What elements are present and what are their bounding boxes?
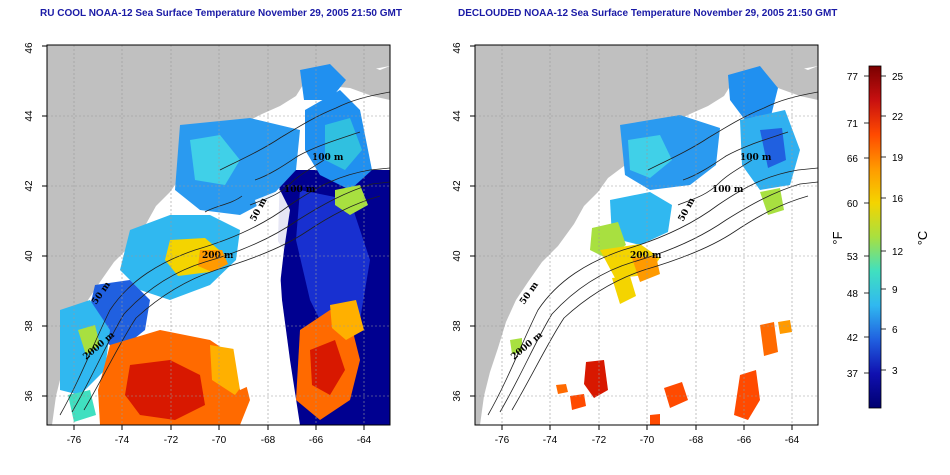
- colorbar: 77 71 66 60 53 48 42 37 25 22 19 16 12 9…: [830, 65, 930, 409]
- axis-ticks: [42, 45, 365, 430]
- fahrenheit-tick-label: 37: [847, 369, 859, 380]
- x-tick-label: -68: [261, 435, 276, 446]
- x-tick-label: -64: [357, 435, 372, 446]
- graticule: [475, 45, 818, 425]
- y-tick-label: 36: [24, 390, 35, 402]
- x-tick-label: -66: [737, 435, 752, 446]
- celsius-tick-label: 25: [892, 72, 904, 83]
- right-sst-map: 100 m 100 m 50 m 200 m 50 m 2000 m: [452, 42, 819, 446]
- y-tick-label: 44: [24, 110, 35, 122]
- celsius-tick-label: 3: [892, 366, 898, 377]
- land-mass: [475, 45, 818, 425]
- cloud-mask: [150, 190, 290, 390]
- right-panel-title: DECLOUDED NOAA-12 Sea Surface Temperatur…: [458, 8, 838, 19]
- colorbar-ticks: [864, 75, 886, 374]
- y-tick-label: 42: [24, 180, 35, 192]
- left-sst-map: 100 m 100 m 50 m 200 m 50 m 2000 m: [24, 42, 391, 446]
- axis-ticks: [470, 45, 793, 430]
- sst-field: [60, 64, 390, 425]
- y-tick-label: 44: [452, 110, 463, 122]
- colorbar-scale: [868, 65, 882, 409]
- fahrenheit-tick-label: 53: [847, 252, 859, 263]
- x-tick-label: -70: [640, 435, 655, 446]
- y-tick-label: 46: [452, 42, 463, 54]
- fahrenheit-tick-label: 77: [847, 72, 859, 83]
- x-tick-label: -72: [592, 435, 607, 446]
- fahrenheit-tick-label: 71: [847, 119, 859, 130]
- fahrenheit-tick-label: 60: [847, 199, 859, 210]
- x-tick-label: -72: [164, 435, 179, 446]
- celsius-tick-label: 19: [892, 153, 904, 164]
- celsius-tick-label: 9: [892, 285, 898, 296]
- y-tick-label: 42: [452, 180, 463, 192]
- contour-label: 100 m: [712, 185, 744, 195]
- fahrenheit-tick-label: 42: [847, 333, 859, 344]
- x-tick-label: -64: [785, 435, 800, 446]
- celsius-unit-label: °C: [915, 231, 930, 246]
- contour-label: 100 m: [284, 185, 316, 195]
- left-panel-title: RU COOL NOAA-12 Sea Surface Temperature …: [40, 8, 402, 19]
- y-tick-label: 46: [24, 42, 35, 54]
- fahrenheit-unit-label: °F: [830, 231, 845, 244]
- bathymetry-contours: [487, 91, 818, 416]
- x-tick-label: -76: [495, 435, 510, 446]
- x-tick-label: -74: [115, 435, 130, 446]
- y-tick-label: 38: [452, 320, 463, 332]
- fahrenheit-tick-label: 48: [847, 289, 859, 300]
- celsius-tick-label: 12: [892, 247, 904, 258]
- x-tick-label: -70: [212, 435, 227, 446]
- celsius-tick-label: 16: [892, 194, 904, 205]
- graticule: [47, 45, 390, 425]
- celsius-tick-label: 22: [892, 112, 904, 123]
- contour-label: 100 m: [740, 153, 772, 163]
- celsius-tick-label: 6: [892, 325, 898, 336]
- land-mass: [47, 45, 390, 425]
- contour-label: 200 m: [630, 251, 662, 261]
- x-tick-label: -74: [543, 435, 558, 446]
- fahrenheit-tick-label: 66: [847, 154, 859, 165]
- contour-label: 200 m: [202, 251, 234, 261]
- y-tick-label: 36: [452, 390, 463, 402]
- x-tick-label: -76: [67, 435, 82, 446]
- contour-label: 100 m: [312, 153, 344, 163]
- x-tick-label: -68: [689, 435, 704, 446]
- bathymetry-contours: [59, 91, 390, 416]
- y-tick-label: 40: [24, 250, 35, 262]
- y-tick-label: 38: [24, 320, 35, 332]
- x-tick-label: -66: [309, 435, 324, 446]
- y-tick-label: 40: [452, 250, 463, 262]
